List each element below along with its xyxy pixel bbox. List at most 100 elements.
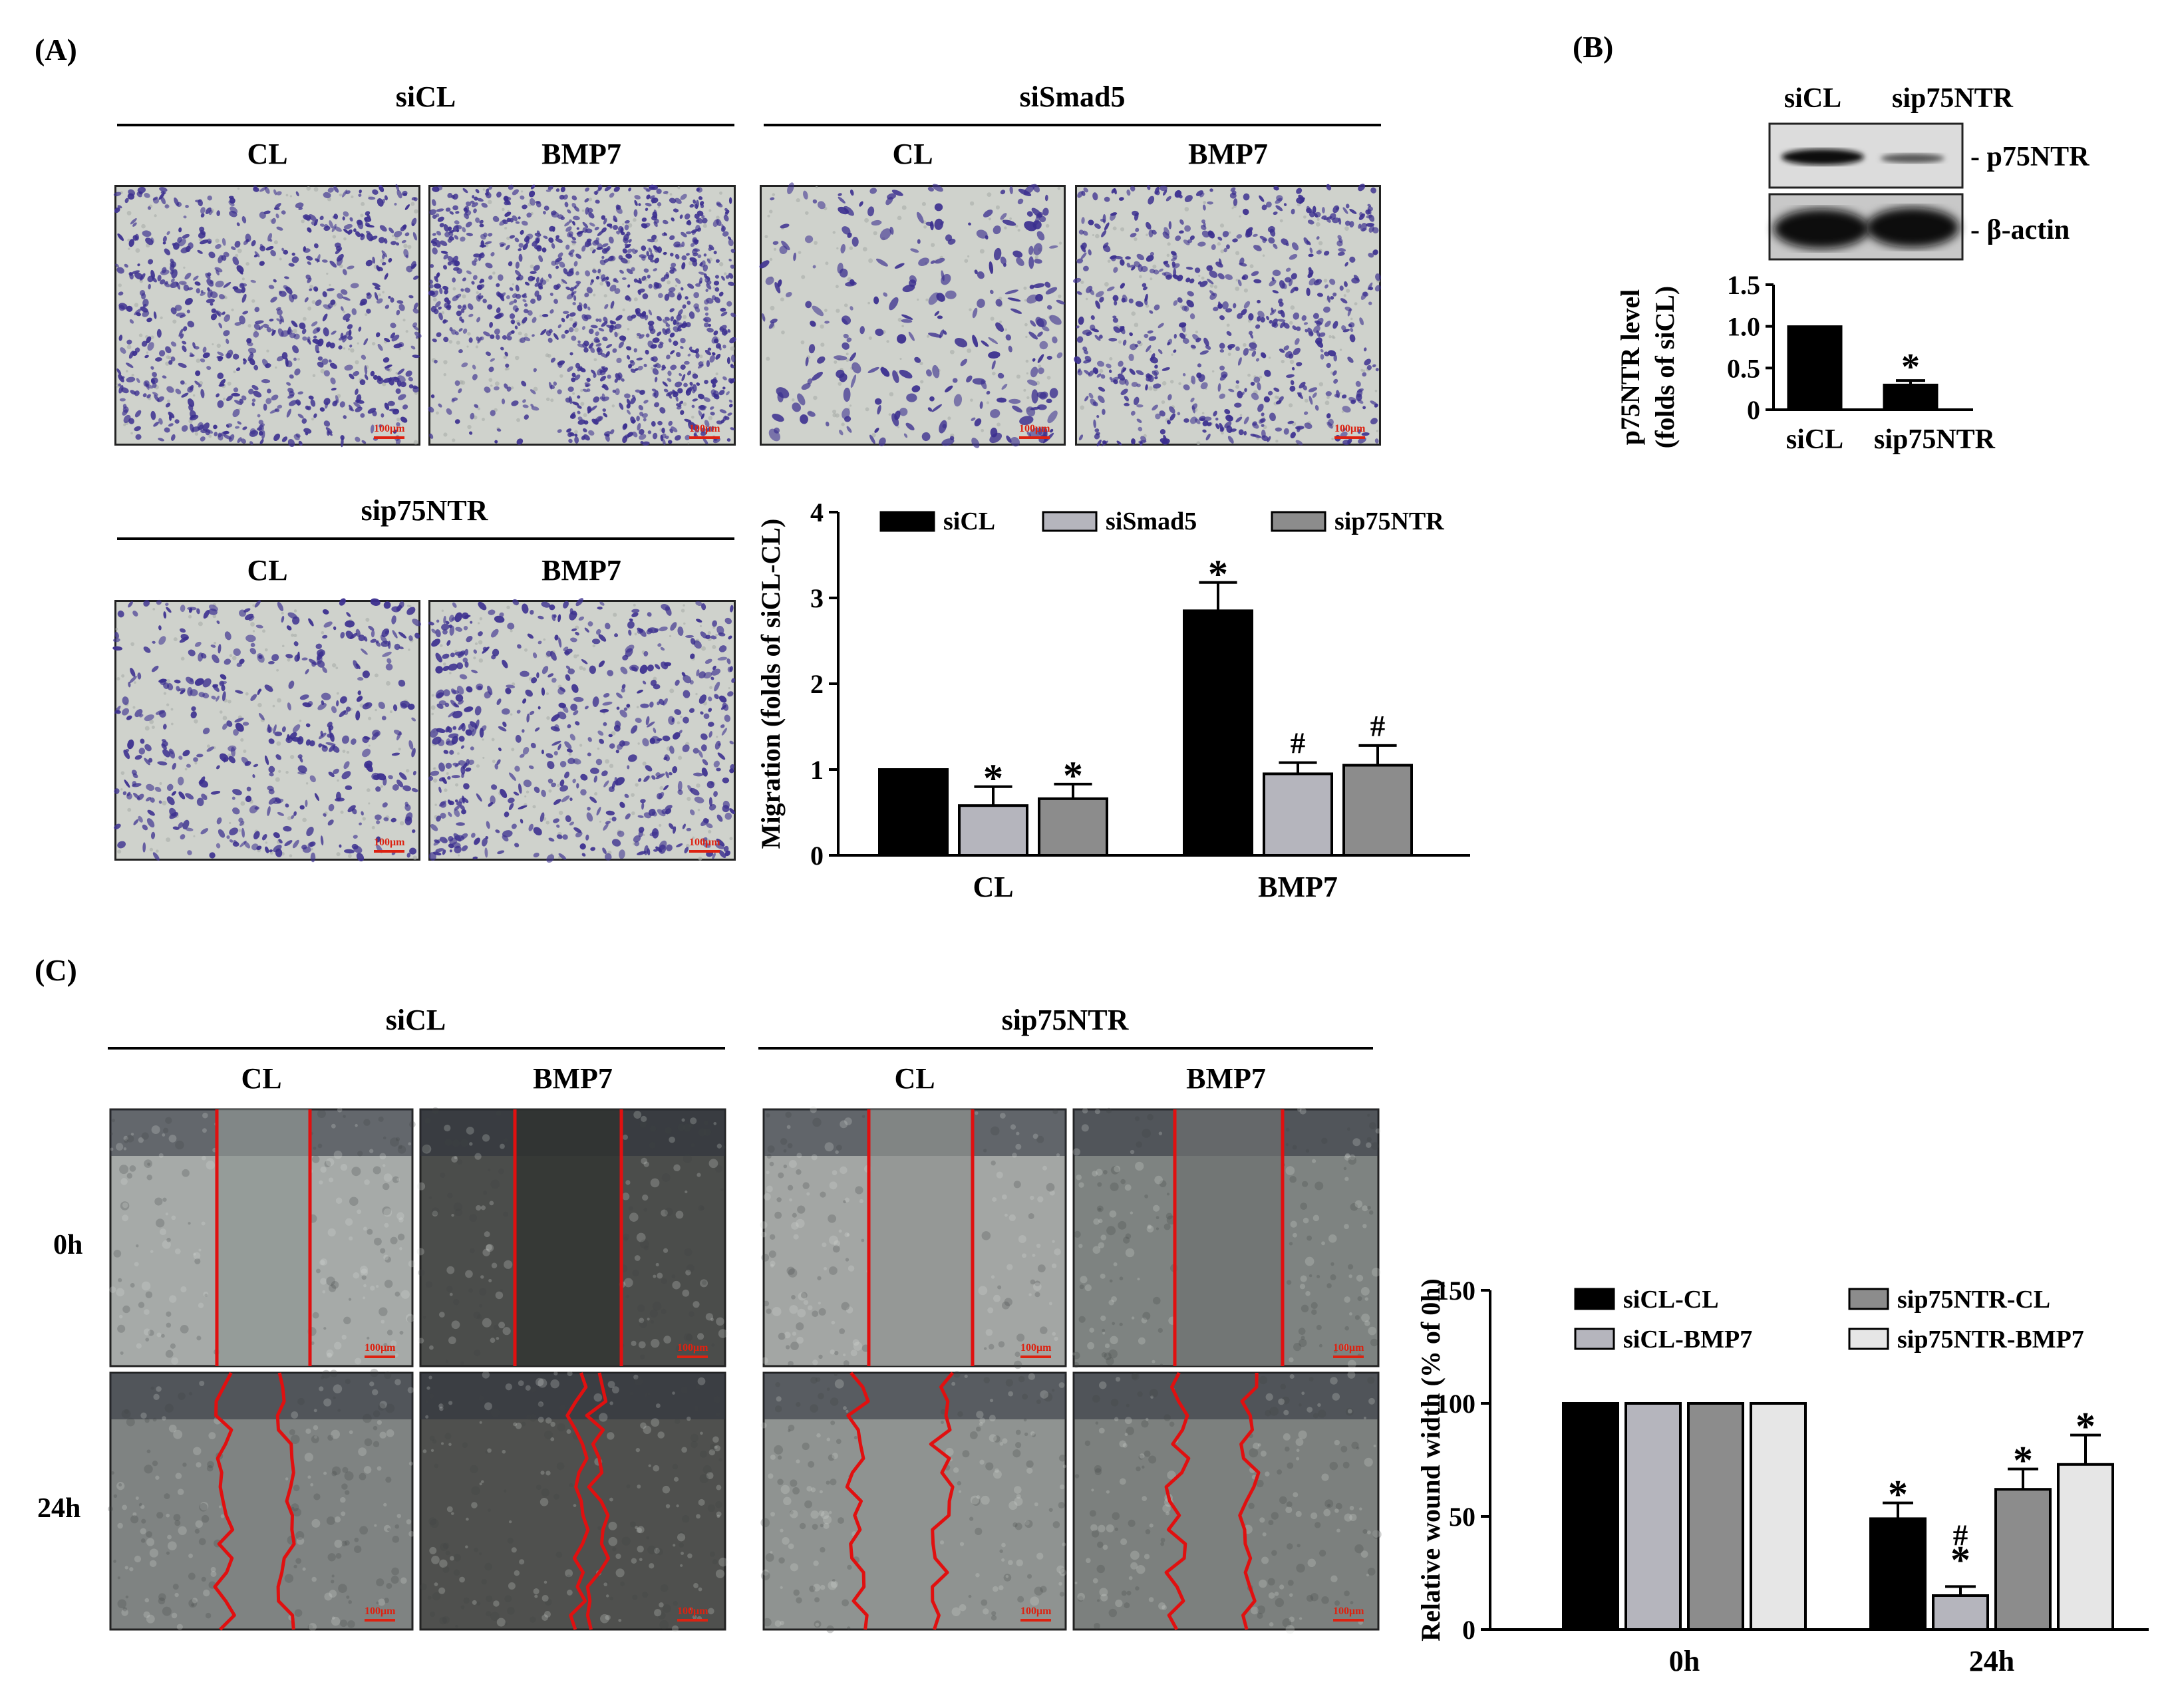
pore — [688, 261, 693, 265]
stained-cell — [162, 375, 167, 379]
stained-cell — [200, 239, 209, 245]
stained-cell — [134, 347, 140, 353]
stained-cell — [187, 321, 195, 328]
stained-cell — [313, 413, 317, 418]
stained-cell — [248, 388, 254, 394]
stained-cell — [639, 434, 647, 440]
cell-texture — [198, 1248, 202, 1252]
stained-cell — [656, 188, 662, 194]
cell-texture — [312, 1312, 319, 1319]
stained-cell — [343, 415, 347, 419]
stained-cell — [599, 375, 607, 382]
stained-cell — [266, 327, 272, 333]
stained-cell — [271, 329, 275, 333]
stained-cell — [396, 422, 400, 427]
stained-cell — [390, 323, 396, 329]
cell-texture — [328, 1177, 334, 1183]
stained-cell — [728, 258, 732, 262]
stained-cell — [509, 301, 514, 305]
stained-cell — [153, 311, 157, 319]
stained-cell — [474, 196, 478, 201]
pore — [154, 214, 157, 217]
pore — [394, 236, 398, 240]
cell-texture — [363, 1119, 371, 1126]
stained-cell — [383, 378, 392, 383]
cell-texture — [165, 1350, 174, 1358]
cell-texture — [629, 1206, 633, 1211]
a-group1-col1: CL — [247, 138, 288, 170]
stained-cell — [645, 333, 650, 338]
stained-cell — [663, 251, 667, 255]
stained-cell — [345, 331, 351, 336]
stained-cell — [725, 275, 730, 279]
stained-cell — [124, 263, 128, 268]
stained-cell — [216, 269, 220, 276]
cell-texture — [162, 1197, 167, 1202]
stained-cell — [225, 353, 232, 359]
pore — [482, 188, 486, 191]
pore — [687, 442, 690, 445]
cell-texture — [721, 1145, 726, 1149]
stained-cell — [603, 412, 608, 418]
stained-cell — [714, 275, 719, 279]
cell-texture — [665, 1127, 672, 1134]
stained-cell — [218, 294, 226, 300]
cell-texture — [144, 1159, 152, 1168]
stained-cell — [358, 327, 362, 332]
stained-cell — [341, 438, 344, 448]
pore — [675, 284, 678, 287]
stained-cell — [232, 408, 240, 418]
stained-cell — [174, 419, 180, 424]
stained-cell — [217, 351, 224, 356]
stained-cell — [271, 394, 279, 401]
stained-cell — [444, 289, 448, 295]
stained-cell — [468, 431, 473, 435]
pore — [702, 223, 707, 228]
cell-texture — [1037, 1264, 1046, 1272]
pore — [611, 404, 615, 408]
stained-cell — [506, 331, 513, 337]
stained-cell — [200, 429, 208, 434]
wound-gap — [217, 1109, 310, 1366]
cell-texture — [446, 1286, 453, 1292]
stained-cell — [134, 390, 140, 396]
cell-texture — [786, 1125, 791, 1129]
pore — [233, 370, 236, 374]
stained-cell — [311, 321, 318, 327]
pore — [452, 438, 456, 442]
cell-texture — [831, 1320, 836, 1325]
stained-cell — [561, 334, 566, 339]
pore — [515, 355, 520, 360]
pore — [724, 272, 727, 275]
stained-cell — [164, 248, 171, 255]
cell-texture — [345, 1218, 353, 1226]
cell-texture — [424, 1117, 431, 1124]
cell-texture — [638, 1341, 646, 1349]
stained-cell — [430, 264, 434, 268]
micrograph-sicl-cl — [113, 184, 422, 448]
cell-texture — [470, 1248, 475, 1254]
cell-texture — [367, 1228, 373, 1235]
stained-cell — [328, 359, 332, 363]
stained-cell — [347, 335, 353, 341]
cell-texture — [422, 1316, 426, 1319]
stained-cell — [313, 286, 319, 292]
cell-texture — [633, 1111, 642, 1119]
stained-cell — [472, 275, 478, 280]
stained-cell — [391, 335, 400, 342]
cell-texture — [991, 1275, 995, 1279]
stained-cell — [297, 414, 304, 419]
stained-cell — [170, 434, 176, 441]
stained-cell — [698, 393, 705, 400]
stained-cell — [339, 401, 345, 408]
pore — [524, 333, 528, 337]
stained-cell — [654, 402, 660, 408]
stained-cell — [355, 406, 363, 412]
stained-cell — [307, 406, 311, 410]
stained-cell — [704, 420, 710, 427]
stained-cell — [458, 349, 463, 354]
stained-cell — [625, 253, 633, 259]
cell-texture — [844, 1197, 850, 1203]
stained-cell — [126, 305, 133, 312]
stained-cell — [398, 342, 404, 348]
